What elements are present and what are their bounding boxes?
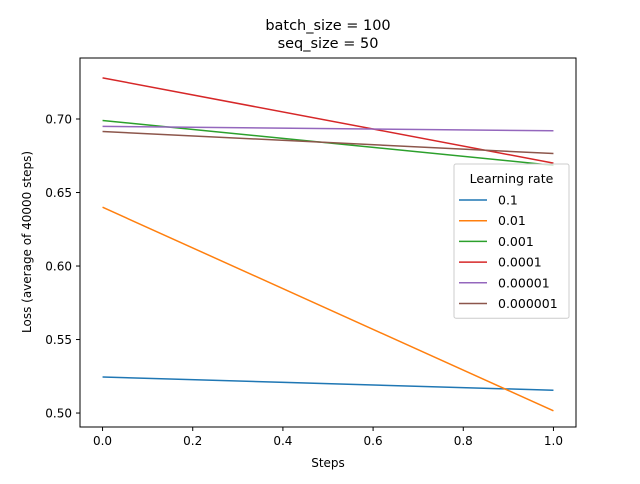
legend-label-4: 0.00001 (498, 275, 550, 290)
plot-frame (79, 57, 577, 428)
legend: Learning rate 0.10.010.0010.00010.000010… (453, 163, 570, 319)
legend-title: Learning rate (470, 171, 554, 186)
series-line-4 (102, 125, 554, 132)
legend-entries: 0.1 0.01 0.001 0.0001 0.00001 0.000001 (459, 193, 558, 311)
series-layer (102, 77, 554, 412)
legend-label-3: 0.0001 (498, 255, 542, 270)
y-axis-ticks: 0.50 0.55 0.60 0.65 0.70 (45, 113, 80, 421)
legend-label-5: 0.000001 (498, 296, 558, 311)
chart-title-line-2: seq_size = 50 (278, 36, 379, 52)
x-axis-label: Steps (311, 456, 345, 470)
y-tick-label: 0.50 (45, 407, 72, 421)
legend-box (453, 163, 570, 319)
series-line-1 (102, 206, 554, 412)
y-tick-label: 0.65 (45, 186, 72, 200)
x-tick-label: 1.0 (544, 434, 563, 448)
legend-label-0: 0.1 (498, 193, 518, 208)
legend-label-1: 0.01 (498, 213, 526, 228)
x-tick-label: 0.0 (93, 434, 112, 448)
x-tick-label: 0.2 (183, 434, 202, 448)
x-tick-label: 0.4 (273, 434, 292, 448)
x-tick-label: 0.8 (454, 434, 473, 448)
legend-label-2: 0.001 (498, 234, 534, 249)
y-tick-label: 0.70 (45, 113, 72, 127)
series-line-5 (102, 130, 554, 155)
y-tick-label: 0.60 (45, 260, 72, 274)
y-axis-label: Loss (average of 40000 steps) (20, 151, 34, 333)
chart-title-line-1: batch_size = 100 (265, 18, 390, 34)
plot-area: 0.0 0.2 0.4 0.6 0.8 1.0 0.50 0.55 0.60 0.65 0.70 (45, 57, 577, 448)
series-line-3 (102, 77, 554, 164)
y-tick-label: 0.55 (45, 333, 72, 347)
series-line-0 (102, 376, 554, 391)
x-tick-label: 0.6 (364, 434, 383, 448)
x-axis-ticks: 0.0 0.2 0.4 0.6 0.8 1.0 (93, 427, 563, 448)
